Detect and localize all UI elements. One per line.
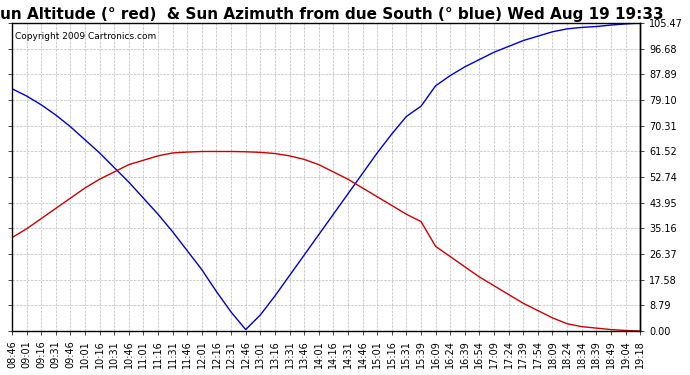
Title: Sun Altitude (° red)  & Sun Azimuth from due South (° blue) Wed Aug 19 19:33: Sun Altitude (° red) & Sun Azimuth from … (0, 7, 663, 22)
Text: Copyright 2009 Cartronics.com: Copyright 2009 Cartronics.com (15, 32, 157, 41)
